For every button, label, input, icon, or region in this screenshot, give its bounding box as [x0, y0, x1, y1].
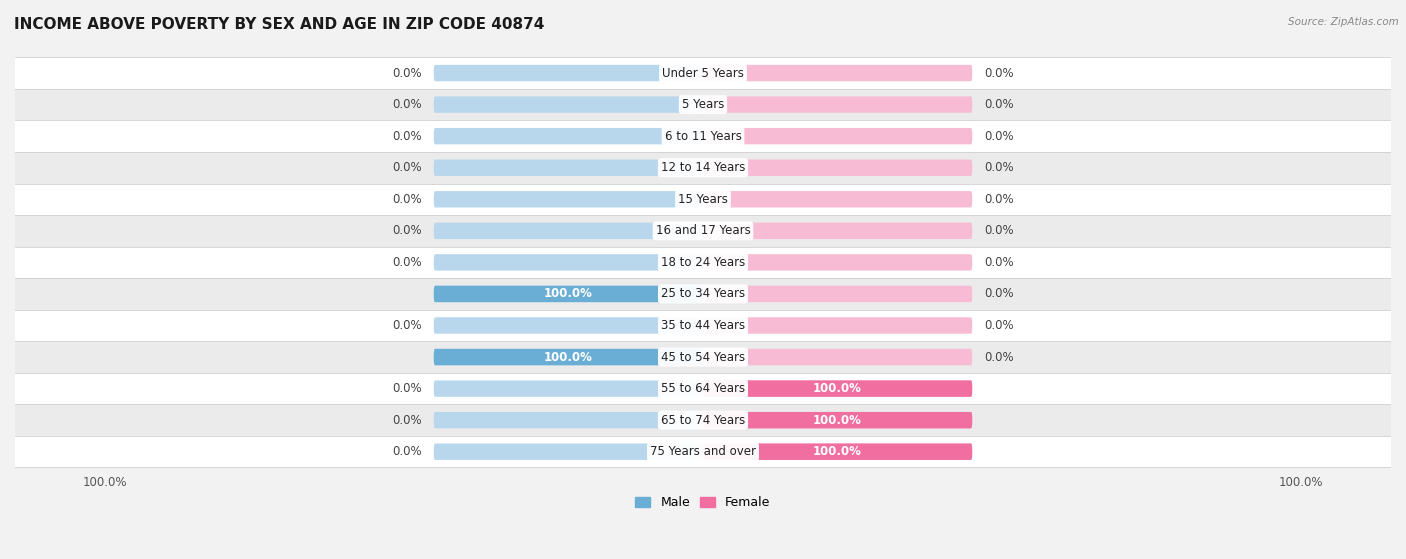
Text: 0.0%: 0.0%: [984, 67, 1014, 79]
FancyBboxPatch shape: [703, 443, 972, 460]
FancyBboxPatch shape: [703, 96, 972, 113]
FancyBboxPatch shape: [434, 349, 703, 365]
Bar: [15, 404, 1391, 436]
FancyBboxPatch shape: [434, 286, 703, 302]
Text: 12 to 14 Years: 12 to 14 Years: [661, 161, 745, 174]
Text: 0.0%: 0.0%: [392, 382, 422, 395]
FancyBboxPatch shape: [434, 159, 703, 176]
Bar: [15, 215, 1391, 247]
FancyBboxPatch shape: [703, 381, 972, 397]
FancyBboxPatch shape: [434, 349, 703, 365]
Text: 65 to 74 Years: 65 to 74 Years: [661, 414, 745, 427]
Text: 0.0%: 0.0%: [392, 67, 422, 79]
Text: 0.0%: 0.0%: [984, 350, 1014, 363]
Text: 0.0%: 0.0%: [392, 256, 422, 269]
Bar: [15, 247, 1391, 278]
Text: 6 to 11 Years: 6 to 11 Years: [665, 130, 741, 143]
Text: INCOME ABOVE POVERTY BY SEX AND AGE IN ZIP CODE 40874: INCOME ABOVE POVERTY BY SEX AND AGE IN Z…: [14, 17, 544, 32]
Text: 100.0%: 100.0%: [813, 445, 862, 458]
Text: 75 Years and over: 75 Years and over: [650, 445, 756, 458]
FancyBboxPatch shape: [703, 412, 972, 428]
FancyBboxPatch shape: [434, 286, 703, 302]
Legend: Male, Female: Male, Female: [630, 491, 776, 514]
FancyBboxPatch shape: [434, 412, 703, 428]
Text: 5 Years: 5 Years: [682, 98, 724, 111]
Text: 0.0%: 0.0%: [984, 193, 1014, 206]
FancyBboxPatch shape: [434, 128, 703, 144]
Bar: [15, 120, 1391, 152]
Text: Under 5 Years: Under 5 Years: [662, 67, 744, 79]
FancyBboxPatch shape: [703, 254, 972, 271]
Text: 0.0%: 0.0%: [392, 224, 422, 238]
Text: 55 to 64 Years: 55 to 64 Years: [661, 382, 745, 395]
Text: 15 Years: 15 Years: [678, 193, 728, 206]
Text: 16 and 17 Years: 16 and 17 Years: [655, 224, 751, 238]
Text: 0.0%: 0.0%: [984, 98, 1014, 111]
FancyBboxPatch shape: [703, 286, 972, 302]
FancyBboxPatch shape: [434, 65, 703, 81]
Text: 100.0%: 100.0%: [813, 382, 862, 395]
FancyBboxPatch shape: [434, 96, 703, 113]
Bar: [15, 152, 1391, 183]
Text: 0.0%: 0.0%: [392, 130, 422, 143]
Text: 0.0%: 0.0%: [984, 130, 1014, 143]
Bar: [15, 310, 1391, 342]
FancyBboxPatch shape: [703, 318, 972, 334]
FancyBboxPatch shape: [703, 443, 972, 460]
FancyBboxPatch shape: [434, 443, 703, 460]
Text: 0.0%: 0.0%: [984, 256, 1014, 269]
FancyBboxPatch shape: [434, 191, 703, 207]
Bar: [15, 89, 1391, 120]
Bar: [15, 278, 1391, 310]
Text: 100.0%: 100.0%: [544, 287, 593, 300]
FancyBboxPatch shape: [703, 65, 972, 81]
FancyBboxPatch shape: [703, 191, 972, 207]
FancyBboxPatch shape: [434, 381, 703, 397]
Text: 45 to 54 Years: 45 to 54 Years: [661, 350, 745, 363]
Text: 0.0%: 0.0%: [984, 287, 1014, 300]
Text: Source: ZipAtlas.com: Source: ZipAtlas.com: [1288, 17, 1399, 27]
FancyBboxPatch shape: [434, 254, 703, 271]
Bar: [15, 342, 1391, 373]
FancyBboxPatch shape: [703, 381, 972, 397]
Bar: [15, 373, 1391, 404]
Text: 0.0%: 0.0%: [984, 224, 1014, 238]
FancyBboxPatch shape: [434, 318, 703, 334]
Text: 0.0%: 0.0%: [392, 414, 422, 427]
Bar: [15, 57, 1391, 89]
Text: 100.0%: 100.0%: [544, 350, 593, 363]
FancyBboxPatch shape: [703, 349, 972, 365]
FancyBboxPatch shape: [434, 222, 703, 239]
Bar: [15, 183, 1391, 215]
FancyBboxPatch shape: [703, 222, 972, 239]
Text: 18 to 24 Years: 18 to 24 Years: [661, 256, 745, 269]
Text: 25 to 34 Years: 25 to 34 Years: [661, 287, 745, 300]
Text: 0.0%: 0.0%: [392, 319, 422, 332]
Bar: [15, 436, 1391, 467]
Text: 0.0%: 0.0%: [392, 161, 422, 174]
FancyBboxPatch shape: [703, 412, 972, 428]
Text: 100.0%: 100.0%: [813, 414, 862, 427]
FancyBboxPatch shape: [703, 159, 972, 176]
Text: 35 to 44 Years: 35 to 44 Years: [661, 319, 745, 332]
Text: 0.0%: 0.0%: [984, 319, 1014, 332]
Text: 0.0%: 0.0%: [984, 161, 1014, 174]
Text: 0.0%: 0.0%: [392, 98, 422, 111]
FancyBboxPatch shape: [703, 128, 972, 144]
Text: 0.0%: 0.0%: [392, 445, 422, 458]
Text: 0.0%: 0.0%: [392, 193, 422, 206]
